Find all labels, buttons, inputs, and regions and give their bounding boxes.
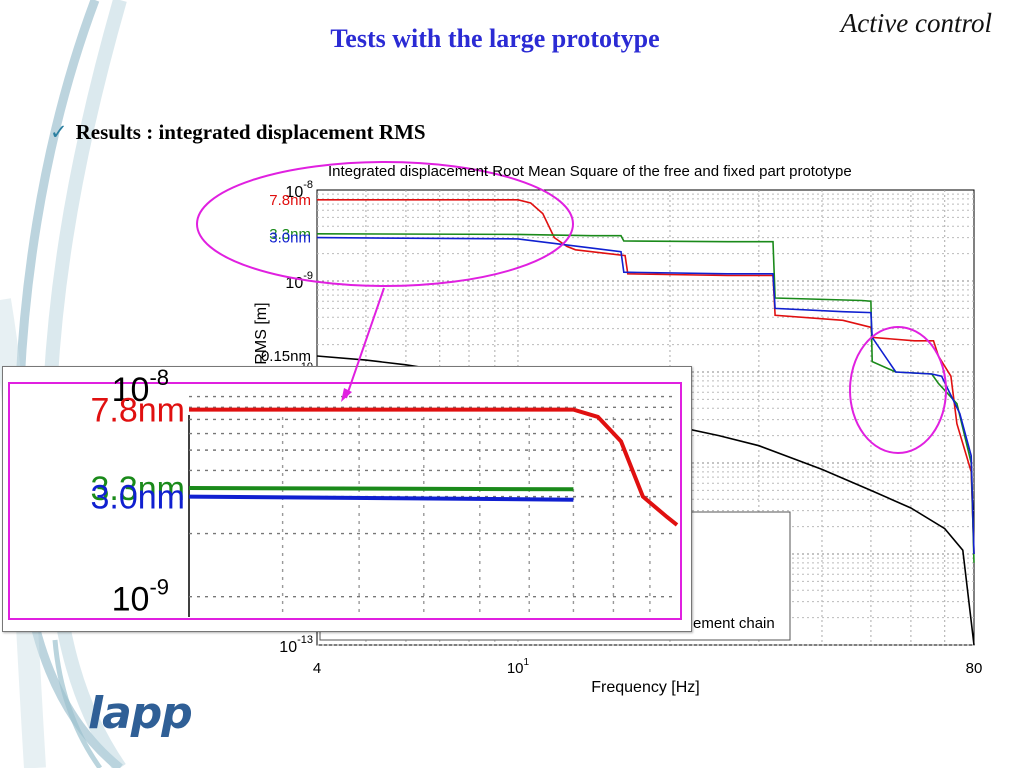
y-tick-label: 10-13 [279,634,313,656]
value-annotation: 3.0nm [269,230,311,247]
y-tick-label: 10-8 [285,179,313,201]
inset-value-annotation: 3.3nm [91,470,186,508]
legend-text: ement chain [693,615,775,632]
x-tick-label: 80 [966,660,983,677]
value-annotation: 0.15nm [261,348,311,365]
y-axis-label: t RMS [m] [253,302,270,373]
inset-value-annotation: 7.8nm [91,392,186,430]
series-line [316,236,975,555]
series-line [316,233,975,563]
inset-series-line [188,494,574,502]
x-tick-label: 4 [313,660,321,677]
highlight-ellipse-high [849,326,947,454]
inset-y-tick-label: 10-8 [112,367,169,409]
inset-series-line [189,407,679,527]
lapp-logo: lapp [88,688,193,739]
inset-series-line [188,486,574,492]
value-annotation: 3.3nm [269,226,311,243]
chart-title: Integrated displacement Root Mean Square… [328,163,852,180]
inset-value-annotation: 3.0nm [91,479,186,517]
x-axis-label: Frequency [Hz] [591,679,699,696]
zoom-inset-panel: 10-8 10-9 7.8nm 3.3nm 3.0nm [2,366,692,632]
bullet-text: Results : integrated displacement RMS [75,120,426,144]
section-label: Active control [840,8,992,38]
bullet-item: ✓ Results : integrated displacement RMS [50,120,426,145]
slide-title: Tests with the large prototype [330,24,660,53]
x-tick-label: 101 [507,657,530,677]
value-annotation: 7.8nm [269,192,311,209]
highlight-ellipse-low [196,161,574,287]
checkmark-icon: ✓ [50,120,68,144]
inset-y-tick-label: 10-9 [112,575,169,619]
